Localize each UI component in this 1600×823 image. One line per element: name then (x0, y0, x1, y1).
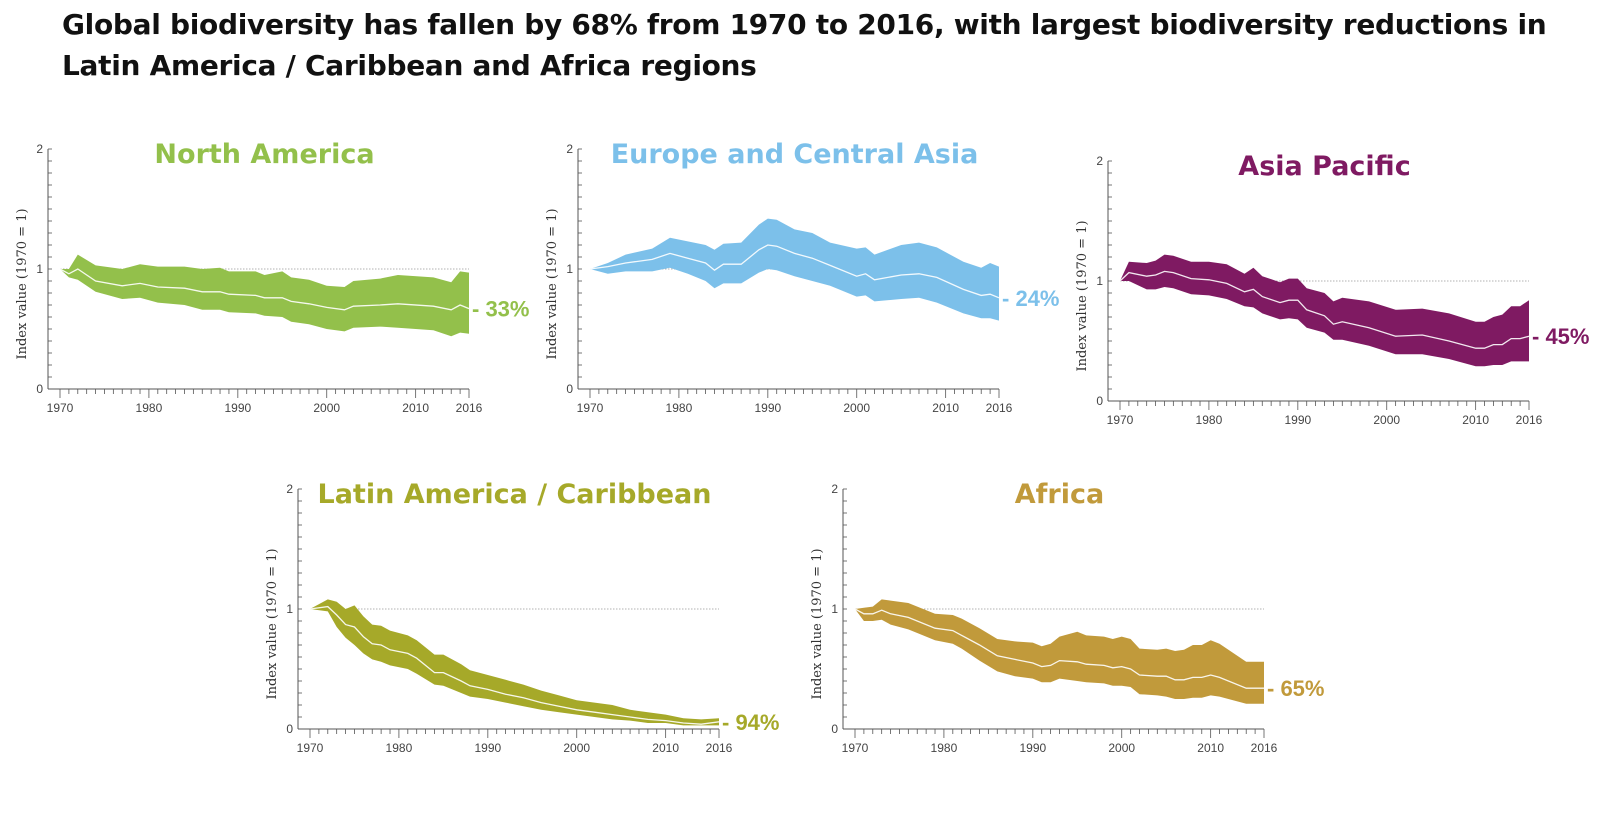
x-tick-label: 2016 (456, 401, 483, 415)
x-tick-label: 1970 (842, 741, 869, 755)
x-tick-label: 1990 (754, 401, 781, 415)
chart-title: Africa (1015, 479, 1104, 510)
y-axis-label: Index value (1970 = 1) (545, 208, 560, 359)
chart-title: Asia Pacific (1238, 151, 1410, 182)
x-tick-label: 1980 (136, 401, 163, 415)
x-tick-label: 1980 (1196, 413, 1223, 427)
y-tick-label: 2 (286, 482, 293, 496)
x-tick-label: 2000 (313, 401, 340, 415)
y-tick-label: 1 (831, 602, 838, 616)
x-tick-label: 1980 (931, 741, 958, 755)
x-tick-label: 2010 (932, 401, 959, 415)
index-mean-line (309, 605, 720, 725)
africa-chart: Africa 0 1 2 1970 1980 1990 2000 2010 2016 Index v… (810, 479, 1324, 755)
y-tick-label: 2 (1096, 154, 1103, 168)
x-tick-label: 2010 (1197, 741, 1224, 755)
europe-and-central-asia-chart: Europe and Central Asia 0 1 2 1970 1980 1990 20… (545, 139, 1059, 415)
x-tick-label: 2000 (1373, 413, 1400, 427)
x-tick-label: 2000 (563, 741, 590, 755)
x-tick-label: 2010 (1462, 413, 1489, 427)
index-mean-line (59, 268, 470, 311)
y-tick-label: 0 (831, 722, 838, 736)
change-percent-label: - 45% (1532, 324, 1589, 349)
y-tick-label: 0 (36, 382, 43, 396)
x-tick-label: 2010 (402, 401, 429, 415)
latin-america-caribbean-chart: Latin America / Caribbean 0 1 2 1970 1980 1990… (265, 479, 779, 755)
chart-title: Europe and Central Asia (611, 139, 979, 170)
x-tick-label: 1990 (1019, 741, 1046, 755)
panel-africa: Africa 0 1 2 1970 1980 1990 2000 2010 2016 Index v… (795, 470, 1325, 760)
chart-title: Latin America / Caribbean (317, 479, 711, 510)
x-tick-label: 2016 (986, 401, 1013, 415)
x-tick-label: 2016 (1516, 413, 1543, 427)
confidence-band (310, 599, 719, 726)
change-percent-label: - 94% (722, 710, 779, 735)
x-tick-label: 1990 (474, 741, 501, 755)
x-tick-label: 1970 (1107, 413, 1134, 427)
north-america-chart: North America 0 1 2 1970 1980 1990 2000 2010 2016… (15, 139, 529, 415)
panel-north-america: North America 0 1 2 1970 1980 1990 2000 2010 2016… (0, 130, 530, 420)
x-tick-label: 2000 (1108, 741, 1135, 755)
asia-pacific-chart: Asia Pacific 0 1 2 1970 1980 1990 2000 2010 2016 I… (1075, 151, 1589, 427)
panel-latin-america-caribbean: Latin America / Caribbean 0 1 2 1970 1980 1990… (250, 470, 780, 760)
change-percent-label: - 65% (1267, 676, 1324, 701)
change-percent-label: - 33% (472, 297, 529, 322)
x-tick-label: 2016 (706, 741, 733, 755)
y-tick-label: 0 (286, 722, 293, 736)
x-tick-label: 1990 (224, 401, 251, 415)
y-axis-label: Index value (1970 = 1) (1075, 220, 1090, 371)
confidence-band (590, 218, 999, 321)
x-tick-label: 1980 (386, 741, 413, 755)
confidence-band (1120, 254, 1529, 367)
y-tick-label: 2 (831, 482, 838, 496)
y-tick-label: 1 (36, 262, 43, 276)
x-tick-label: 1970 (577, 401, 604, 415)
panel-asia-pacific: Asia Pacific 0 1 2 1970 1980 1990 2000 2010 2016 I… (1060, 142, 1590, 432)
x-tick-label: 1980 (666, 401, 693, 415)
y-tick-label: 0 (1096, 394, 1103, 408)
index-mean-line (589, 244, 1000, 299)
x-tick-label: 2010 (652, 741, 679, 755)
y-tick-label: 0 (566, 382, 573, 396)
y-axis-label: Index value (1970 = 1) (810, 548, 825, 699)
index-mean-line (854, 608, 1264, 689)
x-tick-label: 2016 (1251, 741, 1278, 755)
y-tick-label: 1 (286, 602, 293, 616)
y-tick-label: 1 (1096, 274, 1103, 288)
y-axis-label: Index value (1970 = 1) (15, 208, 30, 359)
y-tick-label: 2 (36, 142, 43, 156)
x-tick-label: 1990 (1284, 413, 1311, 427)
x-tick-label: 2000 (843, 401, 870, 415)
confidence-band (855, 599, 1264, 704)
x-tick-label: 1970 (47, 401, 74, 415)
y-tick-label: 2 (566, 142, 573, 156)
change-percent-label: - 24% (1002, 286, 1059, 311)
x-tick-label: 1970 (297, 741, 324, 755)
y-tick-label: 1 (566, 262, 573, 276)
panel-europe-central-asia: Europe and Central Asia 0 1 2 1970 1980 1990 20… (530, 130, 1060, 420)
y-axis-label: Index value (1970 = 1) (265, 548, 280, 699)
chart-title: North America (154, 139, 374, 170)
index-mean-line (1119, 270, 1530, 349)
headline: Global biodiversity has fallen by 68% fr… (62, 8, 1547, 82)
confidence-band (60, 254, 469, 337)
